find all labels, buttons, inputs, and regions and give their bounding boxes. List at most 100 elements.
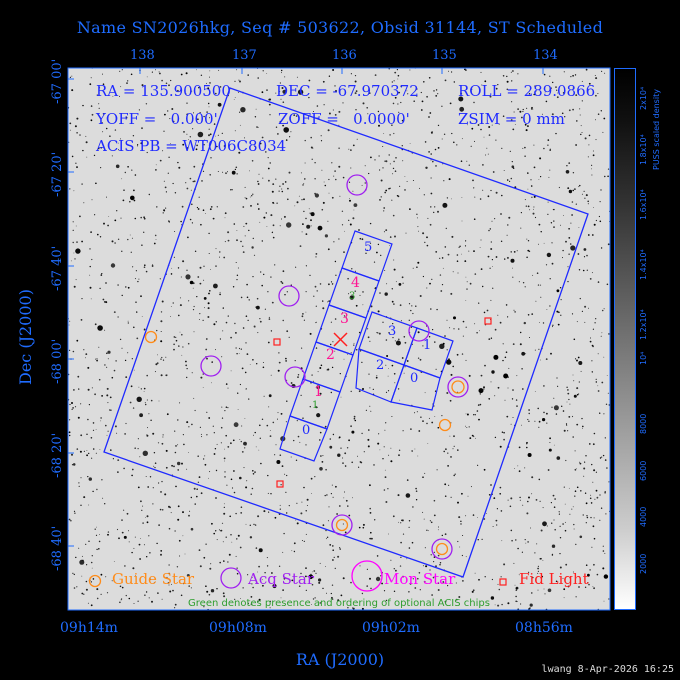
background-star	[213, 123, 216, 125]
background-star	[430, 192, 433, 195]
background-star	[244, 197, 246, 199]
background-star	[233, 470, 235, 472]
background-star	[465, 69, 467, 71]
background-star	[532, 212, 535, 215]
legend-note: Green denotes presence and ordering of o…	[188, 598, 490, 609]
background-star	[323, 181, 325, 183]
background-star	[545, 100, 548, 103]
background-star	[434, 341, 436, 343]
background-star	[315, 322, 317, 324]
background-star	[188, 426, 190, 428]
background-star	[209, 76, 210, 78]
background-star	[591, 168, 592, 170]
background-star	[537, 284, 540, 286]
background-star	[527, 172, 529, 174]
background-star	[417, 455, 419, 457]
background-star	[450, 292, 453, 295]
background-star	[608, 481, 610, 483]
background-star	[119, 95, 120, 97]
background-star	[433, 514, 436, 517]
background-star	[179, 304, 182, 307]
background-star	[137, 486, 140, 489]
background-star	[241, 451, 244, 453]
background-star	[499, 445, 502, 448]
background-star	[252, 470, 254, 472]
background-star	[567, 389, 569, 391]
background-star	[567, 392, 570, 395]
background-star	[106, 352, 108, 355]
background-star	[580, 125, 582, 127]
background-star	[152, 264, 154, 266]
background-star	[349, 198, 350, 199]
background-star	[170, 306, 172, 307]
background-star	[469, 282, 472, 285]
background-star	[257, 332, 259, 334]
background-star	[278, 352, 280, 354]
background-star	[174, 192, 177, 194]
background-star	[127, 238, 129, 241]
background-star	[178, 539, 181, 542]
background-star	[357, 455, 358, 457]
background-star	[80, 319, 83, 321]
background-star	[470, 145, 472, 147]
background-star	[254, 471, 256, 473]
background-star	[515, 539, 517, 541]
background-star	[88, 477, 92, 481]
background-star	[305, 444, 307, 446]
background-star	[146, 374, 148, 377]
background-star	[200, 74, 203, 76]
background-star	[206, 357, 208, 360]
background-star	[279, 504, 281, 506]
background-star	[342, 457, 344, 459]
background-star	[221, 406, 223, 408]
background-star	[269, 430, 271, 431]
background-star	[568, 487, 570, 489]
background-star	[122, 199, 125, 202]
background-star	[90, 105, 93, 107]
background-star	[257, 77, 259, 79]
background-star	[437, 210, 439, 213]
background-star	[141, 127, 143, 130]
background-star	[138, 278, 140, 280]
background-star	[206, 590, 209, 593]
background-star	[348, 293, 350, 295]
background-star	[145, 517, 146, 518]
background-star	[487, 255, 490, 258]
dec-tick: -68 00'	[50, 338, 65, 384]
background-star	[160, 491, 162, 493]
background-star	[563, 597, 565, 599]
background-star	[545, 358, 548, 360]
background-star	[529, 209, 531, 211]
background-star	[154, 371, 156, 373]
background-star	[367, 113, 369, 115]
background-star	[516, 375, 518, 377]
background-star	[588, 134, 591, 137]
background-star	[173, 348, 175, 351]
background-star	[161, 300, 164, 303]
background-star	[352, 497, 353, 499]
background-star	[483, 136, 485, 138]
background-star	[182, 434, 184, 436]
background-star	[547, 139, 550, 141]
background-star	[392, 102, 395, 105]
background-star	[437, 93, 439, 95]
background-star	[230, 478, 233, 481]
background-star	[512, 389, 514, 391]
background-star	[573, 528, 575, 530]
background-star	[89, 286, 92, 289]
background-star	[346, 447, 349, 449]
background-star	[391, 300, 394, 303]
background-star	[189, 218, 192, 221]
background-star	[129, 234, 131, 236]
background-star	[602, 545, 604, 547]
background-star	[350, 352, 352, 354]
background-star	[595, 119, 596, 121]
background-star	[350, 425, 352, 428]
background-star	[345, 499, 348, 502]
background-star	[71, 453, 73, 456]
background-star	[223, 506, 225, 508]
background-star	[202, 170, 205, 172]
background-star	[133, 326, 135, 329]
background-star	[192, 287, 194, 289]
